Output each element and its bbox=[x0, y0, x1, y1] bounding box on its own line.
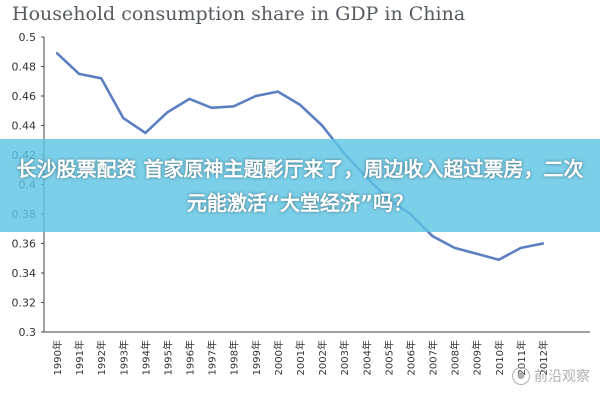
x-tick-label: 1992年 bbox=[95, 340, 108, 375]
data-point bbox=[55, 52, 59, 55]
y-tick-label: 0.48 bbox=[12, 61, 37, 74]
x-tick-label: 1996年 bbox=[184, 340, 197, 375]
x-tick-label: 2011年 bbox=[515, 340, 528, 375]
data-point bbox=[166, 111, 169, 114]
x-tick-label: 2010年 bbox=[493, 340, 506, 375]
data-point bbox=[210, 106, 213, 110]
y-tick-label: 0.34 bbox=[12, 267, 37, 280]
x-tick-label: 1991年 bbox=[73, 340, 86, 375]
x-tick-label: 1994年 bbox=[139, 340, 152, 375]
y-tick-label: 0.32 bbox=[12, 297, 37, 310]
data-point bbox=[188, 97, 191, 101]
x-tick-label: 2007年 bbox=[427, 340, 440, 375]
x-tick-label: 1990年 bbox=[51, 340, 64, 375]
data-point bbox=[77, 72, 81, 76]
x-tick-label: 1998年 bbox=[228, 340, 241, 375]
headline-text[interactable]: 长沙股票配资 首家原神主题影厅来了，周边收入超过票房，二次元能激活“大堂经济”吗… bbox=[16, 156, 584, 215]
data-point bbox=[497, 258, 500, 261]
data-point bbox=[475, 252, 478, 255]
y-tick-label: 0.36 bbox=[12, 238, 37, 251]
data-point bbox=[144, 131, 147, 135]
x-tick-label: 2003年 bbox=[338, 340, 351, 375]
data-point bbox=[122, 116, 125, 120]
x-tick-label: 1995年 bbox=[161, 340, 174, 375]
data-point bbox=[276, 90, 280, 93]
camera-icon: ● bbox=[512, 367, 530, 385]
data-point bbox=[541, 242, 545, 245]
x-tick-label: 2009年 bbox=[471, 340, 484, 375]
x-tick-label: 2004年 bbox=[360, 340, 373, 375]
data-point bbox=[320, 124, 324, 127]
y-tick-label: 0.46 bbox=[12, 90, 37, 103]
y-tick-label: 0.5 bbox=[19, 31, 37, 44]
headline-banner[interactable]: 长沙股票配资 首家原神主题影厅来了，周边收入超过票房，二次元能激活“大堂经济”吗… bbox=[0, 139, 600, 232]
data-point bbox=[519, 246, 523, 250]
x-tick-label: 1997年 bbox=[206, 340, 219, 375]
x-tick-label: 2002年 bbox=[316, 340, 329, 375]
x-tick-labels: 1990年 1991年 1992年 1993年 1994年 1995年 1996年 1997年… bbox=[51, 340, 550, 375]
x-tick-label: 1999年 bbox=[250, 340, 263, 375]
chart-title: Household consumption share in GDP in Ch… bbox=[12, 3, 466, 25]
x-tick-label: 2006年 bbox=[404, 340, 417, 375]
x-tick-label: 2012年 bbox=[537, 340, 550, 375]
x-tick-label: 2001年 bbox=[294, 340, 307, 375]
data-point bbox=[453, 246, 456, 250]
x-tick-label: 2008年 bbox=[449, 340, 462, 375]
x-tick-label: 2005年 bbox=[382, 340, 395, 375]
data-point bbox=[431, 234, 434, 238]
data-point bbox=[100, 77, 103, 80]
x-tick-label: 1993年 bbox=[117, 340, 130, 375]
watermark: ● 前沿观察 bbox=[512, 366, 590, 386]
data-point bbox=[232, 105, 235, 108]
x-tick-label: 2000年 bbox=[272, 340, 285, 375]
data-point bbox=[254, 94, 257, 98]
y-tick-label: 0.44 bbox=[12, 120, 37, 133]
watermark-text: 前沿观察 bbox=[534, 369, 590, 385]
y-tick-label: 0.3 bbox=[19, 326, 37, 339]
data-point bbox=[298, 103, 302, 107]
